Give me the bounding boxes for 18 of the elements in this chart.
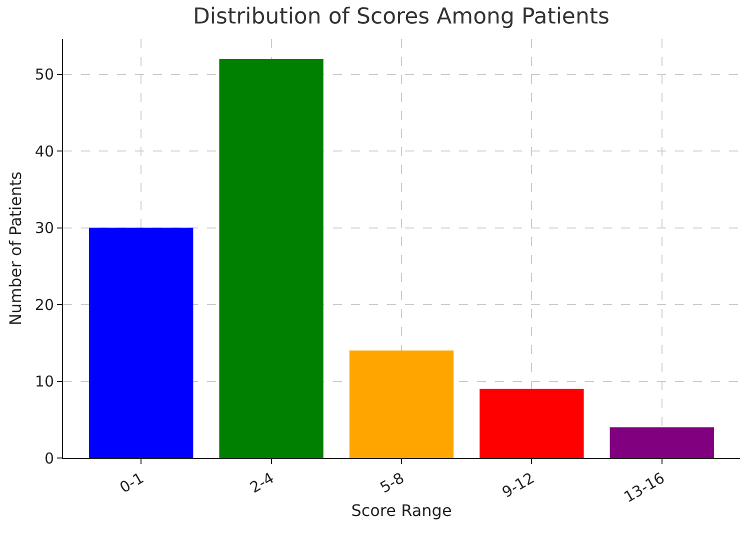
y-tick-label: 50: [34, 66, 54, 84]
x-tick-label: 0-1: [116, 468, 147, 497]
x-tick-label: 2-4: [246, 468, 278, 497]
y-tick-label: 40: [34, 142, 54, 160]
bar: [89, 228, 194, 458]
x-tick-label: 5-8: [377, 468, 408, 497]
bar: [349, 350, 454, 458]
y-tick-label: 0: [44, 449, 54, 468]
x-axis-title: Score Range: [351, 501, 452, 520]
bar: [480, 388, 584, 458]
y-axis-title: Number of Patients: [6, 172, 25, 326]
x-tick-label: 9-12: [498, 468, 538, 502]
y-tick-label: 30: [34, 219, 54, 238]
bar: [610, 427, 714, 458]
y-tick-label: 10: [34, 372, 54, 391]
chart-title: Distribution of Scores Among Patients: [192, 4, 610, 30]
bar: [219, 58, 324, 458]
y-tick-label: 20: [34, 296, 54, 314]
